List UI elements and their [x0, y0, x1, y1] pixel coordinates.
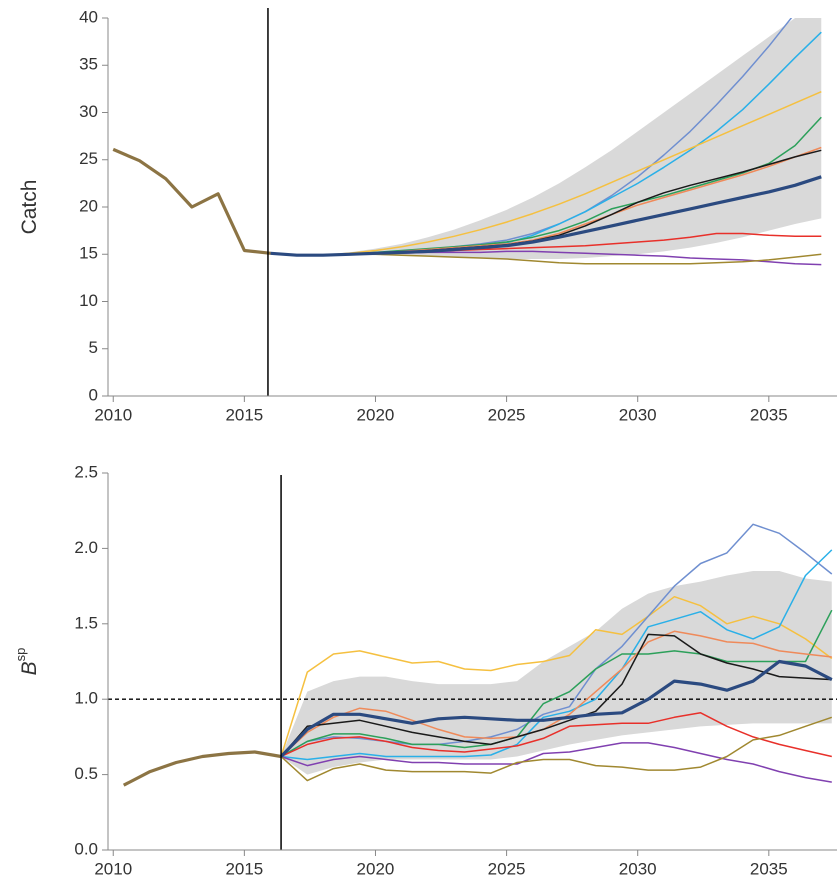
- series-line: [280, 595, 833, 757]
- y-tick-label: 5: [89, 338, 98, 357]
- x-tick-label: 2035: [750, 859, 788, 878]
- y-tick-label: 0: [89, 385, 98, 404]
- series-line: [280, 716, 833, 782]
- series-line: [280, 633, 832, 757]
- x-tick-label: 2025: [488, 859, 526, 878]
- y-axis-label: Bsp: [13, 648, 40, 676]
- y-tick-label: 15: [79, 244, 98, 263]
- x-tick-label: 2020: [357, 405, 395, 424]
- y-axis-label-main: B: [18, 661, 41, 675]
- y-tick-label: 35: [79, 55, 98, 74]
- series-line: [122, 750, 282, 787]
- series-line: [281, 549, 833, 761]
- series-line: [279, 659, 833, 758]
- x-tick-label: 2020: [357, 859, 395, 878]
- x-tick-label: 2015: [225, 859, 263, 878]
- y-tick-label: 40: [79, 7, 98, 26]
- y-tick-label: 1.0: [74, 689, 98, 708]
- uncertainty-band: [270, 18, 822, 259]
- series-line: [280, 609, 833, 758]
- plot-area: [112, 18, 822, 266]
- series-line: [280, 742, 832, 783]
- x-tick-label: 2010: [94, 859, 132, 878]
- plot-area: [108, 523, 837, 787]
- series-line: [270, 91, 822, 256]
- y-tick-label: 20: [79, 196, 98, 215]
- y-axis-label-sup: sp: [13, 648, 28, 662]
- x-tick-label: 2035: [750, 405, 788, 424]
- series-line: [270, 175, 822, 257]
- y-axis-label-main: Catch: [18, 180, 41, 235]
- y-tick-label: 0.5: [74, 764, 98, 783]
- series-line: [280, 712, 832, 758]
- y-tick-label: 1.5: [74, 613, 98, 632]
- y-tick-label: 10: [79, 291, 98, 310]
- x-tick-label: 2030: [619, 859, 657, 878]
- x-tick-label: 2030: [619, 405, 657, 424]
- y-tick-label: 30: [79, 102, 98, 121]
- y-tick-label: 0.0: [74, 839, 98, 858]
- series-line: [112, 147, 271, 255]
- x-tick-label: 2010: [94, 405, 132, 424]
- series-line: [280, 630, 832, 758]
- y-axis-label: Catch: [18, 180, 41, 235]
- y-tick-label: 2.0: [74, 538, 98, 557]
- x-tick-label: 2025: [488, 405, 526, 424]
- y-tick-label: 25: [79, 149, 98, 168]
- uncertainty-band: [281, 571, 832, 775]
- x-tick-label: 2015: [225, 405, 263, 424]
- y-tick-label: 2.5: [74, 462, 98, 481]
